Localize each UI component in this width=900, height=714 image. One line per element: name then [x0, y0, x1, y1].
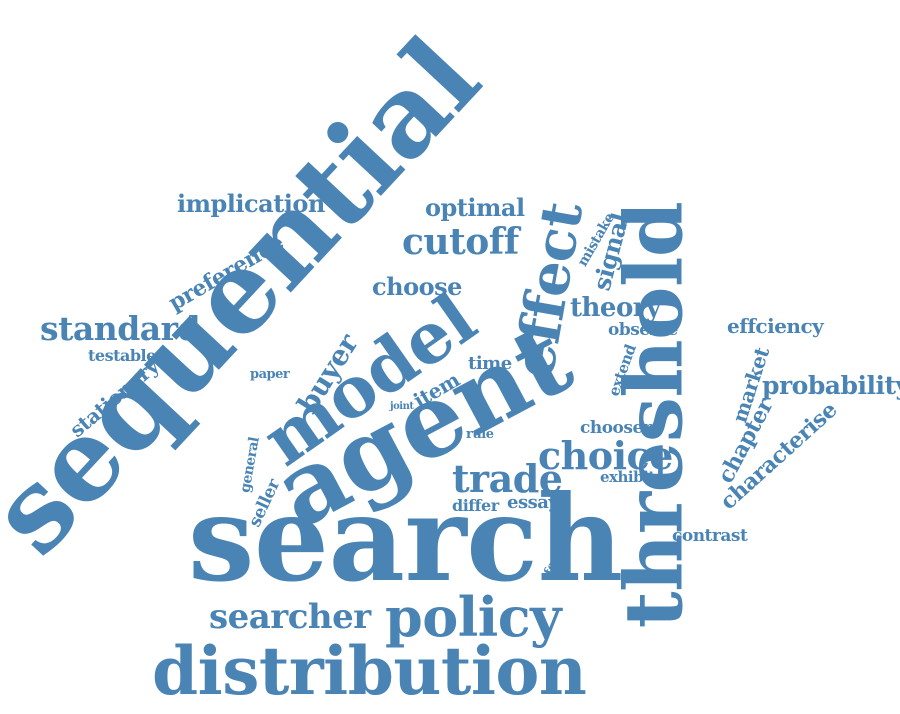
word-distribution: distribution: [152, 632, 587, 710]
word-choice: choice: [538, 433, 673, 478]
word-testable: testable: [88, 346, 156, 365]
word-trade: trade: [452, 456, 563, 501]
word-differ: differ: [452, 496, 499, 515]
word-theory: theory: [570, 293, 661, 323]
word-policy: policy: [385, 585, 562, 649]
word-exhibit: exhibit: [600, 468, 655, 486]
word-search: search: [188, 469, 623, 608]
word-threshold: threshold: [606, 201, 701, 629]
word-contrast: contrast: [672, 526, 748, 546]
word-implication: implication: [177, 189, 325, 218]
word-observe: observe: [608, 320, 678, 340]
word-essay: essay: [507, 492, 559, 513]
word-time: time: [468, 353, 512, 374]
word-choose: choose: [372, 272, 462, 301]
word-probability: probability: [762, 371, 900, 400]
word-paper: paper: [250, 367, 290, 382]
word-chooser: chooser: [580, 418, 652, 438]
word-joint: joint: [390, 401, 414, 412]
word-searcher: searcher: [209, 597, 371, 637]
word-rule: rule: [466, 427, 494, 442]
word-optimal: optimal: [425, 193, 525, 222]
word-effciency: effciency: [727, 314, 824, 338]
word-standard: standard: [40, 309, 201, 348]
word-cutoff: cutoff: [402, 221, 519, 263]
